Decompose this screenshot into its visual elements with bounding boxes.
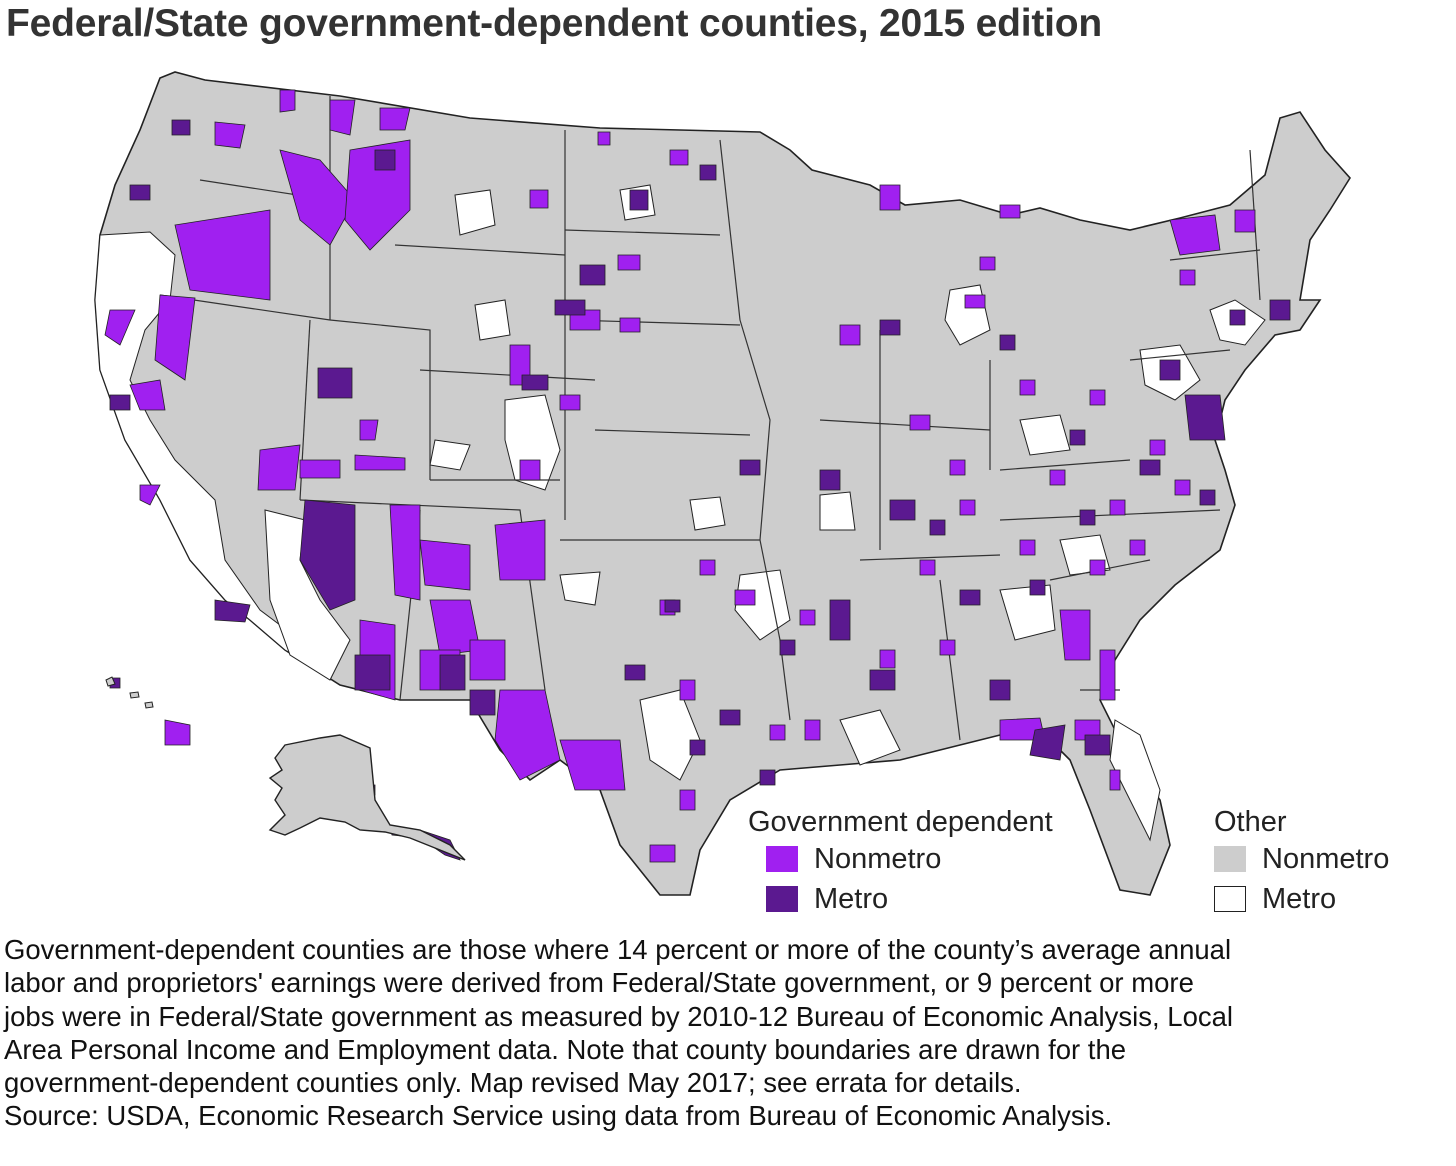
- legend-label: Nonmetro: [1262, 842, 1390, 875]
- legend-other-nonmetro: Nonmetro: [1214, 839, 1389, 879]
- gov-nonmetro-counties: [104, 89, 1256, 863]
- footnote-line: Area Personal Income and Employment data…: [4, 1033, 1127, 1065]
- state-boundaries: [159, 96, 1261, 741]
- legend-gov-heading: Government dependent: [748, 806, 1053, 838]
- legend-label: Nonmetro: [814, 842, 942, 875]
- legend-label: Metro: [814, 882, 889, 915]
- legend-label: Metro: [1262, 882, 1337, 915]
- legend-other-heading: Other: [1214, 806, 1287, 838]
- legend-swatch-other-nonmetro: [1214, 846, 1246, 872]
- map-title: Federal/State government-dependent count…: [6, 2, 1103, 45]
- footnote-source: Source: USDA, Economic Research Service …: [4, 1100, 1113, 1132]
- hawaii-islands: [105, 676, 154, 709]
- alaska-shape: [268, 734, 466, 861]
- legend-gov-nonmetro: Nonmetro: [766, 839, 1053, 879]
- us-county-map: [94, 71, 1351, 896]
- legend-other: Other Nonmetro Metro: [1214, 806, 1389, 919]
- footnote: Government-dependent counties are those …: [4, 933, 1452, 1133]
- legend-gov-dependent: Government dependent Nonmetro Metro: [748, 806, 1053, 919]
- footnote-line: government-dependent counties only. Map …: [4, 1067, 1022, 1099]
- footnote-line: jobs were in Federal/State government as…: [4, 1000, 1234, 1032]
- legend-swatch-gov-metro: [766, 886, 798, 912]
- footnote-line: labor and proprietors' earnings were der…: [4, 967, 1194, 999]
- legend-swatch-other-metro: [1214, 886, 1246, 912]
- legend-gov-metro: Metro: [766, 879, 1053, 919]
- gov-metro-counties: [109, 119, 1291, 861]
- footnote-line: Government-dependent counties are those …: [4, 934, 1232, 965]
- legend-other-metro: Metro: [1214, 879, 1389, 919]
- legend-swatch-gov-nonmetro: [766, 846, 798, 872]
